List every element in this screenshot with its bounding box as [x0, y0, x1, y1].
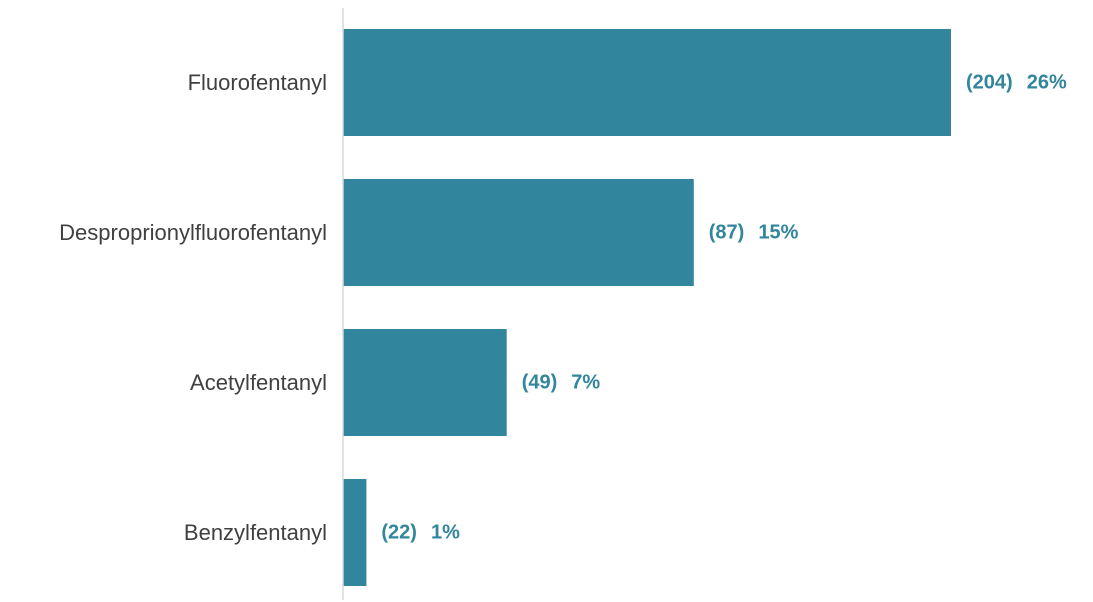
- data-label: (22) 1%: [381, 522, 460, 544]
- bars-group: [343, 29, 951, 586]
- value-labels-group: (204) 26% (87) 15% (49) 7% (22) 1%: [381, 72, 1067, 544]
- count-label: (87): [709, 222, 745, 244]
- bar-fluorofentanyl: [343, 29, 951, 136]
- percent-label: 1%: [431, 522, 460, 544]
- count-label: (49): [522, 372, 558, 394]
- bar-desproprionylfluorofentanyl: [343, 179, 694, 286]
- percent-label: 26%: [1027, 72, 1067, 94]
- count-label: (204): [966, 72, 1013, 94]
- bar-benzylfentanyl: [343, 479, 367, 586]
- percent-label: 7%: [571, 372, 600, 394]
- category-label: Desproprionylfluorofentanyl: [59, 220, 327, 245]
- data-label: (204) 26%: [966, 72, 1067, 94]
- category-labels-group: Fluorofentanyl Desproprionylfluorofentany…: [59, 70, 327, 545]
- category-label: Benzylfentanyl: [184, 520, 327, 545]
- count-label: (22): [381, 522, 417, 544]
- percent-label: 15%: [758, 222, 798, 244]
- category-label: Acetylfentanyl: [190, 370, 327, 395]
- category-label: Fluorofentanyl: [188, 70, 327, 95]
- data-label: (49) 7%: [522, 372, 601, 394]
- data-label: (87) 15%: [709, 222, 799, 244]
- bar-acetylfentanyl: [343, 329, 507, 436]
